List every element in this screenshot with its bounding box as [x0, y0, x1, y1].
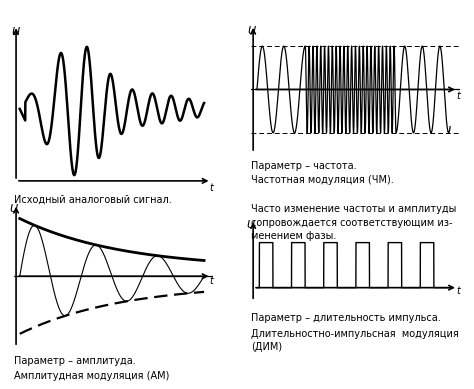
Text: Параметр – амплитуда.: Параметр – амплитуда. [14, 356, 136, 366]
Text: t: t [210, 275, 213, 286]
Text: Длительностно-импульсная  модуляция
(ДИМ): Длительностно-импульсная модуляция (ДИМ) [251, 329, 459, 352]
Text: U: U [9, 204, 18, 214]
Text: Амплитудная модуляция (АМ): Амплитудная модуляция (АМ) [14, 371, 170, 382]
Text: Параметр – длительность импульса.: Параметр – длительность импульса. [251, 313, 441, 323]
Text: Часто изменение частоты и амплитуды
сопровождается соответствующим из-
менением : Часто изменение частоты и амплитуды сопр… [251, 204, 456, 242]
Text: U: U [11, 27, 19, 37]
Text: Исходный аналоговый сигнал.: Исходный аналоговый сигнал. [14, 194, 172, 205]
Text: t: t [456, 286, 460, 296]
Text: U: U [246, 220, 255, 230]
Text: t: t [210, 182, 213, 193]
Text: U: U [247, 26, 255, 36]
Text: t: t [456, 91, 460, 101]
Text: Параметр – частота.
Частотная модуляция (ЧМ).: Параметр – частота. Частотная модуляция … [251, 161, 394, 185]
